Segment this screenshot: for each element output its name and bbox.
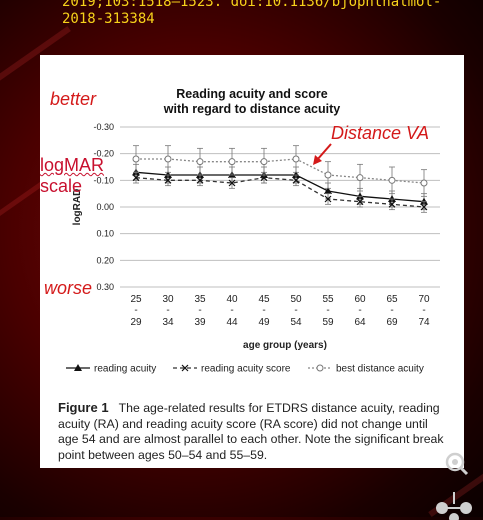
x-tick-separator: - <box>294 305 297 316</box>
distance-va-annotation: Distance VA <box>331 123 430 143</box>
y-tick-label: 0.00 <box>96 202 114 212</box>
citation: 2019;103:1518–1523. doi:10.1136/bjophtha… <box>62 0 472 28</box>
data-point <box>292 155 300 163</box>
data-point <box>260 174 268 182</box>
data-point <box>356 174 364 182</box>
y-tick-label: 0.30 <box>96 282 114 292</box>
x-tick-label: 25 <box>130 294 142 305</box>
logmar-line-2: scale <box>40 176 83 196</box>
navigation-icon[interactable] <box>434 490 474 520</box>
x-tick-separator: - <box>230 305 233 316</box>
figure-panel: Reading acuity and score with regard to … <box>40 55 464 468</box>
x-tick-label: 34 <box>162 317 174 328</box>
data-point <box>164 155 172 163</box>
data-point <box>420 203 428 211</box>
data-point <box>196 158 204 166</box>
legend-label: reading acuity <box>94 364 156 375</box>
data-point <box>324 187 332 194</box>
data-point <box>228 179 236 187</box>
y-tick-label: -0.30 <box>93 122 114 132</box>
series-line <box>136 158 425 184</box>
legend-marker <box>74 364 82 371</box>
x-tick-label: 70 <box>418 294 430 305</box>
data-point <box>388 176 396 184</box>
data-point <box>164 176 172 184</box>
x-tick-label: 50 <box>290 294 302 305</box>
data-point <box>356 192 364 200</box>
data-point <box>388 195 396 202</box>
y-tick-label: -0.20 <box>93 149 114 159</box>
citation-line-1: 2019;103:1518–1523. doi:10.1136/bjophtha… <box>62 0 442 10</box>
x-tick-label: 45 <box>258 294 270 305</box>
x-tick-label: 69 <box>386 317 398 328</box>
x-tick-separator: - <box>166 305 169 316</box>
x-tick-label: 30 <box>162 294 174 305</box>
x-tick-separator: - <box>358 305 361 316</box>
y-tick-label: 0.10 <box>96 229 114 239</box>
data-point <box>388 200 396 208</box>
data-point <box>356 198 364 206</box>
citation-line-2: 2018-313384 <box>62 11 155 27</box>
worse-annotation: worse <box>44 278 93 298</box>
x-tick-label: 29 <box>130 317 142 328</box>
data-point <box>292 171 300 178</box>
x-tick-label: 49 <box>258 317 270 328</box>
x-tick-label: 54 <box>290 317 302 328</box>
logmar-line-1: logMAR <box>40 155 105 175</box>
x-tick-label: 65 <box>386 294 398 305</box>
distance-va-arrow <box>313 143 332 165</box>
x-tick-separator: - <box>198 305 201 316</box>
series-line <box>135 177 425 208</box>
data-point <box>292 176 300 184</box>
better-annotation: better <box>50 89 97 109</box>
chart-title-line-2: with regard to distance acuity <box>163 102 341 116</box>
logmar-annotation: logMAR scale <box>40 155 104 197</box>
y-axis-label: logRAD <box>72 189 83 226</box>
data-point <box>196 176 204 184</box>
data-point <box>324 171 332 179</box>
x-tick-label: 39 <box>194 317 206 328</box>
x-tick-label: 44 <box>226 317 238 328</box>
series-line <box>135 171 425 203</box>
x-tick-label: 60 <box>354 294 366 305</box>
zoom-icon[interactable] <box>443 450 469 476</box>
data-point <box>132 174 140 182</box>
x-tick-separator: - <box>134 305 137 316</box>
data-point <box>260 158 268 166</box>
x-tick-label: 40 <box>226 294 238 305</box>
data-point <box>228 158 236 166</box>
chart-title: Reading acuity and score with regard to … <box>40 87 464 117</box>
y-tick-label: 0.20 <box>96 255 114 265</box>
data-point <box>324 195 332 203</box>
x-tick-separator: - <box>262 305 265 316</box>
figure-caption: Figure 1 The age-related results for ETD… <box>58 400 450 463</box>
legend-label: reading acuity score <box>201 364 291 375</box>
x-tick-separator: - <box>422 305 425 316</box>
chart-title-line-1: Reading acuity and score <box>176 87 328 101</box>
caption-text: The age-related results for ETDRS distan… <box>58 401 444 462</box>
y-tick-label: -0.10 <box>93 175 114 185</box>
x-tick-separator: - <box>326 305 329 316</box>
data-point <box>420 179 428 187</box>
x-tick-separator: - <box>390 305 393 316</box>
legend-label: best distance acuity <box>336 364 424 375</box>
x-tick-label: 59 <box>322 317 334 328</box>
data-point <box>420 197 428 205</box>
data-point <box>164 171 172 178</box>
caption-label: Figure 1 <box>58 400 109 415</box>
x-tick-label: 35 <box>194 294 206 305</box>
x-tick-label: 64 <box>354 317 366 328</box>
x-tick-label: 74 <box>418 317 430 328</box>
legend-marker <box>316 364 324 372</box>
data-point <box>132 155 140 163</box>
line-chart: -0.30-0.20-0.100.000.100.200.30logRAD25-… <box>66 122 440 375</box>
x-tick-label: 55 <box>322 294 334 305</box>
legend-marker <box>181 364 189 372</box>
x-axis-label: age group (years) <box>243 340 327 351</box>
